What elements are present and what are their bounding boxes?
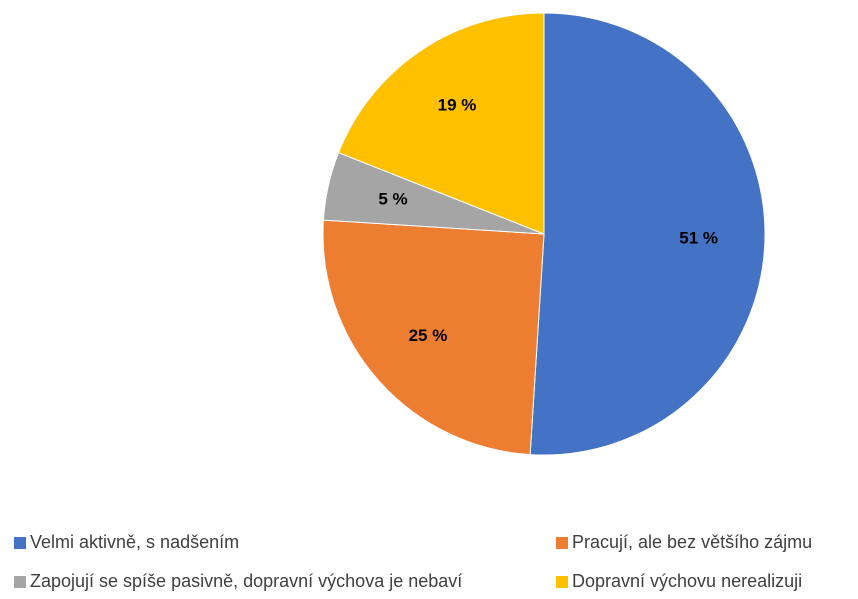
value-label: 19 %: [438, 96, 477, 115]
legend-label: Pracují, ale bez většího zájmu: [572, 532, 812, 552]
pie-slice: [337, 12, 545, 235]
legend-swatch: [14, 537, 26, 549]
pie-slice: [322, 219, 545, 456]
legend-swatch: [556, 537, 568, 549]
legend-label: Velmi aktivně, s nadšením: [30, 532, 239, 552]
pie-slice: [529, 12, 766, 456]
legend-swatch: [14, 576, 26, 588]
legend-label: Zapojují se spíše pasivně, dopravní vých…: [30, 571, 462, 591]
legend-label: Dopravní výchovu nerealizuji: [572, 571, 802, 591]
value-label: 25 %: [409, 326, 448, 345]
value-label: 5 %: [378, 190, 407, 209]
legend-swatch: [556, 576, 568, 588]
value-label: 51 %: [679, 228, 718, 247]
